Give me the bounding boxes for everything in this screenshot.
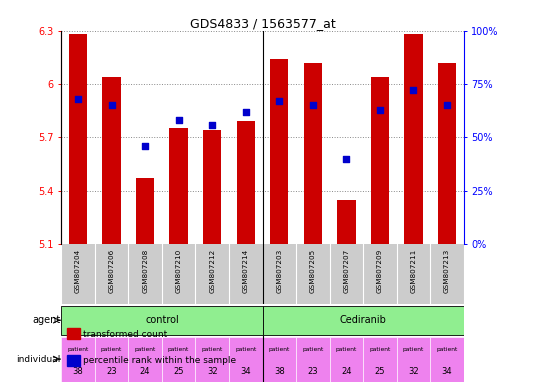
- Text: 25: 25: [375, 367, 385, 376]
- Point: [309, 102, 317, 108]
- Point: [241, 109, 250, 115]
- Point: [74, 96, 82, 102]
- Bar: [438, 63, 456, 244]
- Bar: [404, 34, 423, 244]
- Text: GSM807203: GSM807203: [276, 249, 282, 293]
- Text: GSM807209: GSM807209: [377, 249, 383, 293]
- Text: 32: 32: [408, 367, 419, 376]
- Text: GSM807210: GSM807210: [176, 249, 182, 293]
- Text: patient: patient: [235, 348, 256, 353]
- Text: patient: patient: [336, 348, 357, 353]
- Text: 24: 24: [140, 367, 150, 376]
- Text: patient: patient: [436, 348, 458, 353]
- Point: [376, 107, 384, 113]
- Text: control: control: [145, 315, 179, 325]
- Text: patient: patient: [302, 348, 324, 353]
- Bar: [203, 130, 221, 244]
- Text: percentile rank within the sample: percentile rank within the sample: [83, 356, 236, 366]
- Bar: [162, 336, 196, 382]
- Bar: [296, 336, 329, 382]
- Bar: [337, 200, 356, 244]
- Point: [141, 143, 149, 149]
- Text: 32: 32: [207, 367, 217, 376]
- Text: Cediranib: Cediranib: [340, 315, 386, 325]
- Text: patient: patient: [67, 348, 89, 353]
- Bar: [262, 336, 296, 382]
- Bar: [262, 306, 464, 335]
- Point: [208, 121, 216, 127]
- Title: GDS4833 / 1563577_at: GDS4833 / 1563577_at: [190, 17, 335, 30]
- Text: patient: patient: [168, 348, 189, 353]
- Point: [275, 98, 284, 104]
- Text: 23: 23: [308, 367, 318, 376]
- Bar: [136, 178, 155, 244]
- Text: 34: 34: [240, 367, 251, 376]
- Bar: [270, 59, 288, 244]
- Text: GSM807206: GSM807206: [109, 249, 115, 293]
- Text: patient: patient: [369, 348, 391, 353]
- Point: [443, 102, 451, 108]
- Bar: [69, 34, 87, 244]
- Text: agent: agent: [33, 315, 61, 325]
- Text: GSM807204: GSM807204: [75, 249, 81, 293]
- Point: [409, 88, 418, 94]
- Text: GSM807207: GSM807207: [343, 249, 349, 293]
- Bar: [196, 336, 229, 382]
- Text: patient: patient: [134, 348, 156, 353]
- Bar: [102, 77, 121, 244]
- Text: patient: patient: [101, 348, 122, 353]
- Text: 34: 34: [442, 367, 453, 376]
- Text: GSM807211: GSM807211: [410, 249, 416, 293]
- Bar: [128, 336, 162, 382]
- Bar: [397, 336, 430, 382]
- Bar: [304, 63, 322, 244]
- Text: 23: 23: [106, 367, 117, 376]
- Bar: [95, 336, 128, 382]
- Text: GSM807208: GSM807208: [142, 249, 148, 293]
- Bar: [169, 129, 188, 244]
- Point: [107, 102, 116, 108]
- Bar: [61, 336, 95, 382]
- Text: patient: patient: [403, 348, 424, 353]
- Text: 38: 38: [274, 367, 285, 376]
- Bar: [329, 336, 363, 382]
- Text: transformed count: transformed count: [83, 329, 167, 339]
- Text: 24: 24: [341, 367, 352, 376]
- Text: patient: patient: [201, 348, 223, 353]
- Bar: [430, 336, 464, 382]
- Bar: [370, 77, 389, 244]
- Text: GSM807214: GSM807214: [243, 249, 249, 293]
- Bar: [229, 336, 262, 382]
- Point: [342, 156, 351, 162]
- Text: patient: patient: [269, 348, 290, 353]
- Text: individual: individual: [16, 354, 61, 364]
- Bar: [237, 121, 255, 244]
- Text: GSM807212: GSM807212: [209, 249, 215, 293]
- Text: 38: 38: [72, 367, 84, 376]
- Text: GSM807213: GSM807213: [444, 249, 450, 293]
- Bar: [61, 306, 262, 335]
- Text: 25: 25: [173, 367, 184, 376]
- Point: [174, 117, 183, 123]
- Text: GSM807205: GSM807205: [310, 249, 316, 293]
- Bar: [363, 336, 397, 382]
